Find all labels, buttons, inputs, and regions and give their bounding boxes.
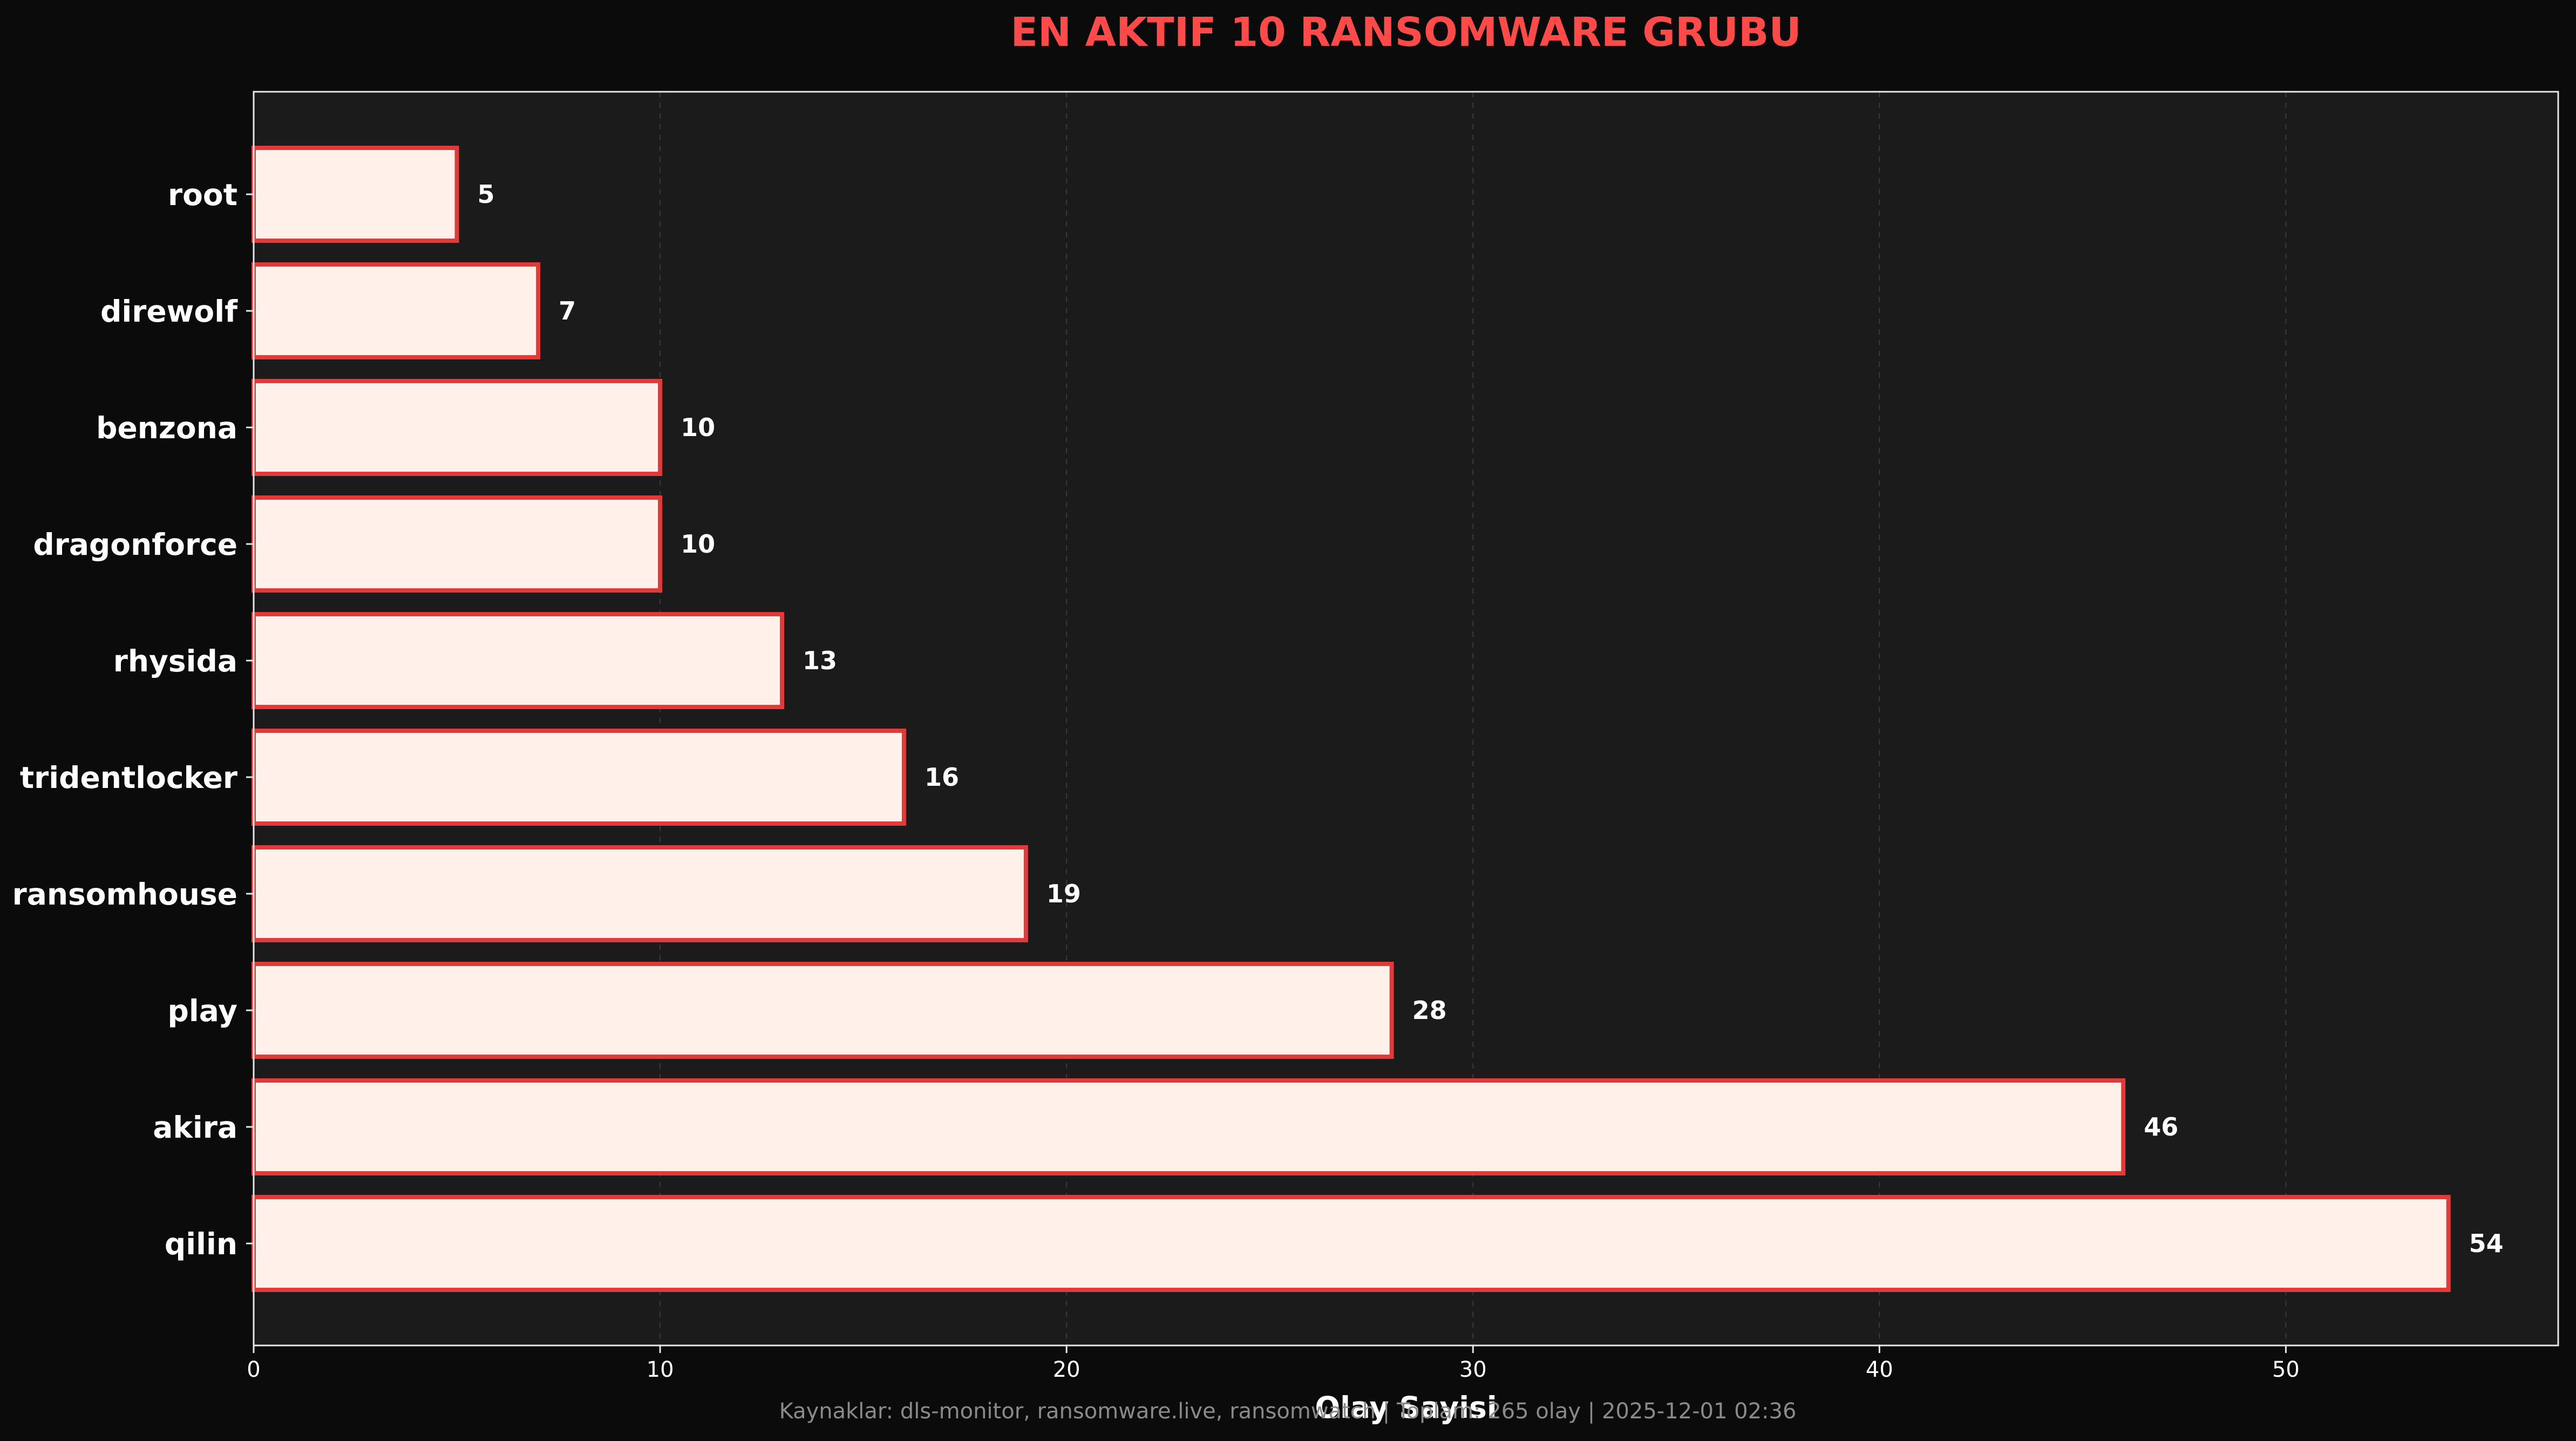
- plot-frame: [253, 91, 2559, 1347]
- value-label-root: 5: [478, 180, 495, 209]
- chart-title: EN AKTIF 10 RANSOMWARE GRUBU: [1010, 9, 1801, 56]
- category-label-root: root: [168, 178, 237, 212]
- value-label-rhysida: 13: [803, 646, 837, 675]
- value-label-qilin: 54: [2469, 1229, 2504, 1258]
- category-label-direwolf: direwolf: [100, 294, 238, 329]
- value-label-akira: 46: [2144, 1112, 2178, 1141]
- value-label-benzona: 10: [681, 413, 715, 442]
- bar-dragonforce: [252, 495, 663, 593]
- x-axis-label: Olay Sayisi: [1315, 1390, 1497, 1425]
- value-label-direwolf: 7: [559, 296, 576, 325]
- bar-ransomhouse: [252, 845, 1028, 942]
- x-tick-label-10: 10: [647, 1357, 674, 1382]
- value-label-tridentlocker: 16: [925, 763, 959, 792]
- category-label-akira: akira: [153, 1110, 237, 1145]
- bar-play: [252, 962, 1394, 1059]
- x-tick-label-0: 0: [247, 1357, 260, 1382]
- bar-tridentlocker: [252, 729, 906, 826]
- bars: [252, 146, 2451, 1292]
- x-axis-ticks: 0 10 20 30 40 50: [247, 1345, 2300, 1382]
- bar-direwolf: [252, 262, 541, 359]
- value-label-play: 28: [1412, 996, 1447, 1025]
- x-tick-label-30: 30: [1459, 1357, 1487, 1382]
- category-label-rhysida: rhysida: [113, 644, 237, 678]
- category-label-qilin: qilin: [165, 1227, 237, 1261]
- value-labels: 5 7 10 10 13 16 19 28 46 54: [478, 180, 2504, 1258]
- value-label-ransomhouse: 19: [1046, 879, 1081, 908]
- value-label-dragonforce: 10: [681, 529, 715, 559]
- x-tick-label-20: 20: [1053, 1357, 1080, 1382]
- category-labels: root direwolf benzona dragonforce rhysida tri…: [12, 178, 254, 1261]
- bar-akira: [252, 1078, 2126, 1175]
- footer-sources: Kaynaklar: dls-monitor, ransomware.live,…: [779, 1399, 1797, 1424]
- category-label-play: play: [168, 994, 238, 1028]
- bar-rhysida: [252, 612, 785, 709]
- bar-benzona: [252, 379, 663, 476]
- bar-root: [252, 146, 459, 243]
- x-tick-label-40: 40: [1866, 1357, 1893, 1382]
- bar-qilin: [252, 1195, 2451, 1292]
- category-label-dragonforce: dragonforce: [33, 527, 237, 562]
- grid-lines: [660, 92, 2287, 1345]
- x-tick-label-50: 50: [2272, 1357, 2300, 1382]
- category-label-benzona: benzona: [96, 411, 237, 445]
- category-label-ransomhouse: ransomhouse: [12, 877, 237, 912]
- category-label-tridentlocker: tridentlocker: [20, 760, 237, 795]
